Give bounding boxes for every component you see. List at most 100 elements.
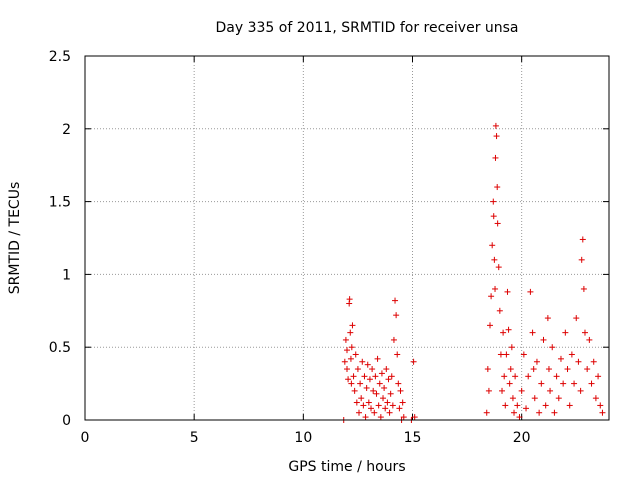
data-point	[508, 344, 515, 351]
data-point	[518, 387, 525, 394]
data-point	[560, 380, 567, 387]
data-point	[394, 351, 401, 358]
data-point	[410, 358, 417, 365]
data-point	[573, 315, 580, 322]
data-point	[364, 361, 371, 368]
data-point	[490, 213, 497, 220]
data-point	[557, 355, 564, 362]
data-point	[390, 336, 397, 343]
data-point	[571, 380, 578, 387]
data-point	[399, 399, 406, 406]
y-tick-label: 1	[62, 267, 71, 283]
data-point	[346, 296, 353, 303]
data-point	[347, 355, 354, 362]
data-point	[496, 307, 503, 314]
data-point	[389, 402, 396, 409]
data-point	[544, 315, 551, 322]
data-point	[540, 336, 547, 343]
data-point	[514, 402, 521, 409]
data-point	[366, 376, 373, 383]
data-point	[371, 409, 378, 416]
data-point	[488, 293, 495, 300]
data-point	[385, 376, 392, 383]
data-point	[536, 409, 543, 416]
data-point	[350, 373, 357, 380]
data-point	[584, 366, 591, 373]
data-point	[575, 358, 582, 365]
data-points	[340, 122, 606, 423]
data-point	[523, 405, 530, 412]
x-tick-label: 10	[294, 430, 312, 446]
y-tick-label: 1.5	[49, 195, 71, 211]
data-point	[361, 373, 368, 380]
plot-frame	[84, 55, 610, 421]
data-point	[506, 380, 513, 387]
data-point	[592, 395, 599, 402]
data-point	[384, 399, 391, 406]
y-axis-label: SRMTID / TECUs	[7, 182, 23, 295]
data-point	[360, 402, 367, 409]
data-point	[374, 355, 381, 362]
data-point	[581, 329, 588, 336]
data-point	[579, 236, 586, 243]
data-point	[372, 373, 379, 380]
data-point	[538, 380, 545, 387]
data-point	[351, 387, 358, 394]
data-point	[494, 220, 501, 227]
data-point	[359, 358, 366, 365]
data-point	[357, 380, 364, 387]
data-point	[381, 384, 388, 391]
data-point	[348, 344, 355, 351]
data-point	[586, 336, 593, 343]
tick-labels: 0 5 10 15 20 0 0.5 1 1.5 2 2.5	[49, 49, 531, 446]
y-tick-label: 2	[62, 122, 71, 138]
data-point	[363, 384, 370, 391]
data-point	[356, 409, 363, 416]
data-point	[396, 405, 403, 412]
data-point	[411, 414, 418, 421]
data-point	[347, 329, 354, 336]
data-point	[500, 329, 507, 336]
x-tick-label: 5	[190, 430, 199, 446]
data-point	[341, 358, 348, 365]
x-axis-label: GPS time / hours	[288, 459, 405, 475]
data-point	[505, 326, 512, 333]
data-point	[400, 414, 407, 421]
data-point	[342, 336, 349, 343]
data-point	[511, 409, 518, 416]
data-point	[383, 366, 390, 373]
data-point	[386, 409, 393, 416]
data-point	[597, 402, 604, 409]
data-point	[369, 366, 376, 373]
data-point	[358, 395, 365, 402]
x-tick-label: 15	[404, 430, 422, 446]
data-point	[376, 380, 383, 387]
data-point	[545, 366, 552, 373]
data-point	[529, 329, 536, 336]
data-point	[495, 264, 502, 271]
data-point	[502, 402, 509, 409]
data-point	[516, 414, 523, 421]
data-point	[397, 387, 404, 394]
data-point	[388, 373, 395, 380]
data-point	[483, 409, 490, 416]
data-point	[599, 409, 606, 416]
data-point	[348, 380, 355, 387]
data-point	[549, 344, 556, 351]
data-point	[370, 387, 377, 394]
y-tick-label: 0	[62, 413, 71, 429]
data-point	[542, 402, 549, 409]
data-point	[580, 285, 587, 292]
data-point	[387, 390, 394, 397]
data-point	[553, 373, 560, 380]
data-point	[520, 351, 527, 358]
data-point	[501, 373, 508, 380]
data-point	[344, 366, 350, 373]
data-point	[577, 387, 584, 394]
data-point	[349, 322, 356, 329]
data-point	[497, 351, 504, 358]
data-point	[362, 414, 369, 421]
data-point	[354, 366, 361, 373]
data-point	[555, 395, 562, 402]
